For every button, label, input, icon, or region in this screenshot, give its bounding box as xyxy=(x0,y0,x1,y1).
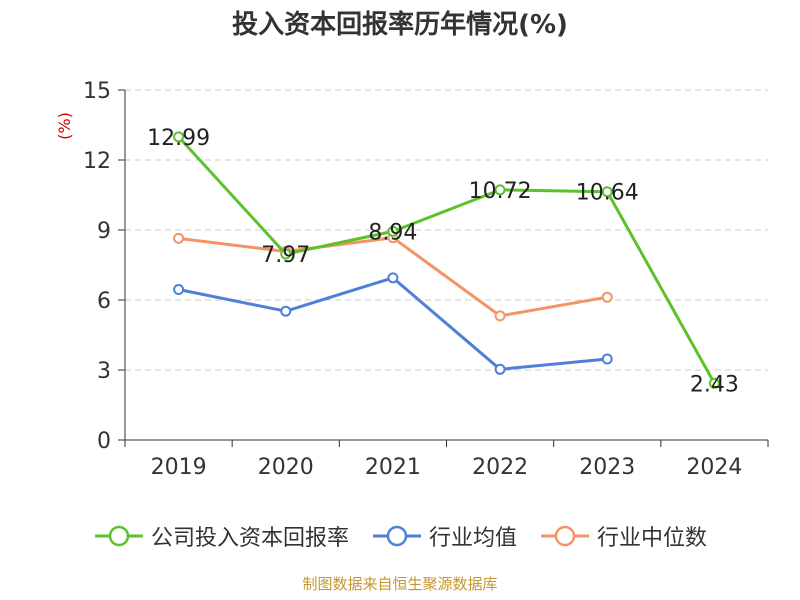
data-point xyxy=(708,377,720,389)
legend-item: 行业均值 xyxy=(371,520,517,552)
y-axis-label: (%) xyxy=(55,112,74,140)
value-labels: 12.99 7.97 8.94 10.72 10.64 2.43 xyxy=(147,126,739,397)
data-point xyxy=(387,225,399,237)
data-point xyxy=(494,184,506,196)
legend-label: 行业中位数 xyxy=(597,526,708,551)
data-point xyxy=(601,353,613,365)
data-label: 7.97 xyxy=(261,243,310,268)
y-tick-label: 3 xyxy=(97,359,111,384)
legend-marker xyxy=(94,525,143,547)
legend-label: 行业均值 xyxy=(428,526,517,551)
data-point xyxy=(280,305,292,317)
data-label: 2.43 xyxy=(690,372,739,397)
grid-lines xyxy=(125,89,768,371)
data-label: 12.99 xyxy=(147,126,210,151)
y-tick-label: 12 xyxy=(83,149,111,174)
data-point xyxy=(280,248,292,260)
y-tick-label: 6 xyxy=(97,289,111,314)
chart-title: 投入资本回报率历年情况(%) xyxy=(232,10,568,40)
legend-item: 公司投入资本回报率 xyxy=(93,520,349,552)
legend-marker xyxy=(541,525,589,547)
series-line xyxy=(178,276,608,371)
data-point xyxy=(494,363,506,375)
data-point xyxy=(173,232,185,244)
data-point xyxy=(173,284,185,295)
x-tick-label: 2020 xyxy=(258,455,314,480)
x-tick-label: 2021 xyxy=(365,455,421,480)
axes: 0 3 6 9 12 15 2019 2020 2021 2022 2023 2024 (%) xyxy=(55,79,769,480)
legend-marker xyxy=(372,525,421,547)
x-tick-label: 2019 xyxy=(151,455,207,480)
legend: 公司投入资本回报率 行业均值 行业中位数 xyxy=(0,520,800,552)
data-point xyxy=(601,291,613,303)
x-tick-label: 2024 xyxy=(686,455,742,480)
x-tick-label: 2023 xyxy=(579,455,635,480)
data-label: 10.72 xyxy=(469,179,532,204)
series-line xyxy=(177,135,716,385)
data-point xyxy=(494,310,506,322)
source-note: 制图数据来自恒生聚源数据库 xyxy=(302,575,498,593)
data-point xyxy=(601,186,613,198)
data-label: 8.94 xyxy=(368,220,417,245)
y-tick-label: 15 xyxy=(83,79,111,104)
data-point xyxy=(387,272,399,284)
x-tick-label: 2022 xyxy=(472,455,528,480)
data-point xyxy=(173,131,185,143)
series-layer xyxy=(173,131,720,389)
y-tick-label: 9 xyxy=(97,219,111,244)
y-tick-label: 0 xyxy=(97,429,111,454)
legend-item: 行业中位数 xyxy=(539,520,707,552)
legend-label: 公司投入资本回报率 xyxy=(150,526,349,551)
data-label: 10.64 xyxy=(576,181,639,206)
